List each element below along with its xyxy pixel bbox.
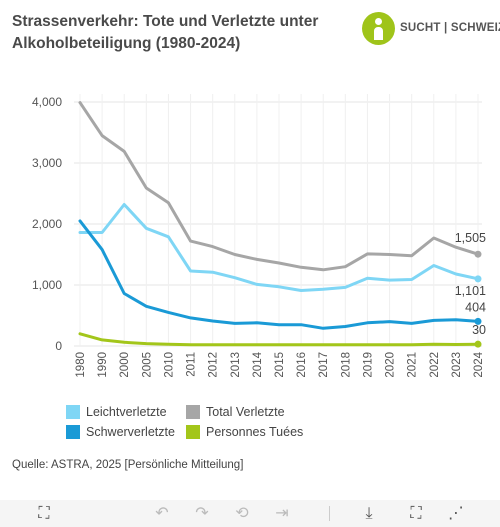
x-tick-label: 2012	[208, 352, 220, 378]
x-tick-label: 2005	[141, 352, 153, 378]
y-axis: 0 1,000 2,000 3,000 4,000	[32, 95, 62, 353]
reset-icon[interactable]: ⟲	[235, 505, 249, 522]
series-line	[78, 101, 480, 272]
end-labels: 1,505 1,101 404 30	[455, 231, 486, 337]
y-tick-label: 2,000	[32, 217, 62, 231]
x-tick-label: 2013	[230, 352, 242, 378]
legend-item-schwerverletzte[interactable]: Schwerverletzte	[66, 424, 175, 440]
undo-icon[interactable]: ↶	[155, 505, 169, 522]
x-tick-label: 2021	[407, 352, 419, 378]
x-tick-label: 2016	[296, 352, 308, 378]
series-end-point	[474, 340, 482, 348]
x-tick-label: 2019	[362, 352, 374, 378]
source-note: Quelle: ASTRA, 2025 [Persönliche Mitteil…	[12, 459, 244, 471]
x-tick-label: 2018	[340, 352, 352, 378]
series-end-label: 1,505	[455, 231, 486, 245]
fullscreen-icon[interactable]: ⛶	[410, 505, 422, 522]
logo-mark-icon	[362, 12, 395, 45]
x-tick-label: 2023	[451, 352, 463, 378]
y-tick-label: 0	[55, 339, 62, 353]
series-end-label: 1,101	[455, 284, 486, 298]
x-tick-label: 2022	[429, 352, 441, 378]
chart-title: Strassenverkehr: Tote und Verletzte unte…	[12, 13, 319, 52]
x-tick-label: 2020	[385, 352, 397, 378]
redo-icon[interactable]: ↷	[195, 505, 209, 522]
x-tick-label: 2024	[473, 351, 485, 377]
x-tick-label: 2010	[163, 352, 175, 378]
legend-item-total-verletzte[interactable]: Total Verletzte	[186, 404, 285, 420]
series-end-point	[474, 250, 482, 258]
y-tick-label: 3,000	[32, 156, 62, 170]
series-end-label: 404	[465, 300, 486, 314]
share-icon[interactable]: ⋰	[448, 505, 464, 522]
chart-toolbar: ⛶ ↶ ↷ ⟲ ⇥ ⤓ ⛶ ⋰	[0, 500, 500, 527]
grid	[74, 94, 482, 347]
legend-swatch	[66, 405, 80, 419]
x-tick-label: 2011	[186, 352, 198, 377]
series-end-label: 30	[472, 323, 486, 337]
series-line	[78, 219, 480, 330]
legend-item-leichtverletzte[interactable]: Leichtverletzte	[66, 404, 167, 420]
x-tick-label: 2000	[119, 352, 131, 378]
x-tick-label: 1990	[97, 352, 109, 378]
forward-icon[interactable]: ⇥	[275, 505, 289, 522]
x-tick-label: 2014	[252, 351, 264, 377]
logo-wordmark: SUCHT | SCHWEIZ	[400, 22, 500, 34]
series-lines	[78, 101, 482, 348]
x-tick-label: 2015	[274, 352, 286, 378]
legend-swatch	[186, 425, 200, 439]
series-end-point	[474, 317, 482, 325]
series-line	[78, 203, 480, 292]
x-tick-label: 1980	[75, 352, 87, 378]
legend-item-personnes-tuees[interactable]: Personnes Tuées	[186, 424, 303, 440]
download-icon[interactable]: ⤓	[365, 505, 373, 522]
y-tick-label: 4,000	[32, 95, 62, 109]
sucht-schweiz-logo: SUCHT | SCHWEIZ	[362, 12, 500, 46]
series-line	[78, 332, 480, 347]
legend-swatch	[186, 405, 200, 419]
series-end-point	[474, 275, 482, 283]
move-icon[interactable]: ⛶	[38, 505, 50, 522]
legend-swatch	[66, 425, 80, 439]
y-tick-label: 1,000	[32, 278, 62, 292]
x-axis: 1980 1990 2000 2005 2010 2011 2012 2013 2014 2015…	[75, 351, 485, 377]
line-chart: 0 1,000 2,000 3,000 4,000 1980 1990 2000 2005 20…	[32, 94, 486, 378]
x-tick-label: 2017	[318, 352, 330, 378]
